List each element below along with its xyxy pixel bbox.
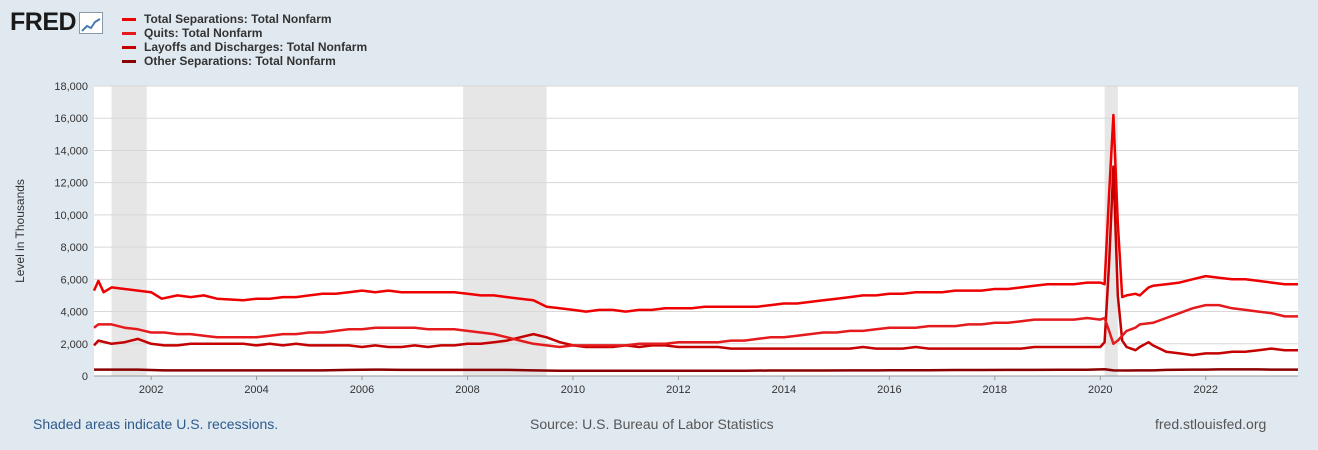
y-tick-label: 2,000 xyxy=(60,339,88,351)
legend-swatch xyxy=(122,45,136,49)
legend-swatch xyxy=(122,17,136,21)
legend-item-total-separations: Total Separations: Total Nonfarm xyxy=(122,12,367,26)
legend-swatch xyxy=(122,59,136,63)
chart-legend: Total Separations: Total Nonfarm Quits: … xyxy=(122,12,367,68)
x-tick-label: 2012 xyxy=(666,384,690,396)
source-note: Source: U.S. Bureau of Labor Statistics xyxy=(530,416,774,432)
x-tick-label: 2016 xyxy=(877,384,901,396)
x-tick-label: 2020 xyxy=(1088,384,1112,396)
series-line-3 xyxy=(93,165,1298,357)
series-line-2 xyxy=(93,303,1298,349)
legend-item-quits: Quits: Total Nonfarm xyxy=(122,26,367,40)
legend-label: Total Separations: Total Nonfarm xyxy=(144,12,332,26)
recession-band xyxy=(463,86,547,376)
x-tick-label: 2018 xyxy=(983,384,1007,396)
y-axis-title: Level in Thousands xyxy=(13,179,27,283)
y-tick-label: 12,000 xyxy=(54,178,88,190)
legend-item-other-separations: Other Separations: Total Nonfarm xyxy=(122,54,367,68)
series-line-4 xyxy=(94,367,1298,373)
y-tick-label: 14,000 xyxy=(54,145,88,157)
x-tick-label: 2008 xyxy=(455,384,479,396)
y-tick-label: 16,000 xyxy=(54,113,88,125)
y-tick-label: 8,000 xyxy=(60,242,88,254)
x-tick-label: 2002 xyxy=(139,384,163,396)
x-tick-label: 2010 xyxy=(561,384,585,396)
y-tick-label: 6,000 xyxy=(60,274,88,286)
y-tick-label: 0 xyxy=(82,371,88,383)
recession-note: Shaded areas indicate U.S. recessions. xyxy=(33,416,279,432)
legend-label: Quits: Total Nonfarm xyxy=(144,26,263,40)
fred-logo[interactable]: FRED xyxy=(10,8,104,37)
legend-swatch xyxy=(122,31,136,35)
series-line-1 xyxy=(92,113,1298,313)
y-tick-label: 10,000 xyxy=(54,210,88,222)
y-tick-label: 18,000 xyxy=(54,81,88,93)
line-chart: 0 2,000 4,000 6,000 8,000 10,000 12,000 14,000 1… xyxy=(13,81,1298,396)
fred-logo-text: FRED xyxy=(10,8,77,36)
plot-area xyxy=(94,86,1298,376)
legend-item-layoffs: Layoffs and Discharges: Total Nonfarm xyxy=(122,40,367,54)
x-tick-label: 2006 xyxy=(350,384,374,396)
x-tick-label: 2004 xyxy=(244,384,268,396)
site-link[interactable]: fred.stlouisfed.org xyxy=(1155,416,1267,432)
recession-band xyxy=(111,86,147,376)
x-tick-label: 2014 xyxy=(772,384,796,396)
x-tick-label: 2022 xyxy=(1193,384,1217,396)
legend-label: Other Separations: Total Nonfarm xyxy=(144,54,336,68)
y-tick-label: 4,000 xyxy=(60,307,88,319)
chart-trend-icon xyxy=(79,11,104,34)
legend-label: Layoffs and Discharges: Total Nonfarm xyxy=(144,40,368,54)
